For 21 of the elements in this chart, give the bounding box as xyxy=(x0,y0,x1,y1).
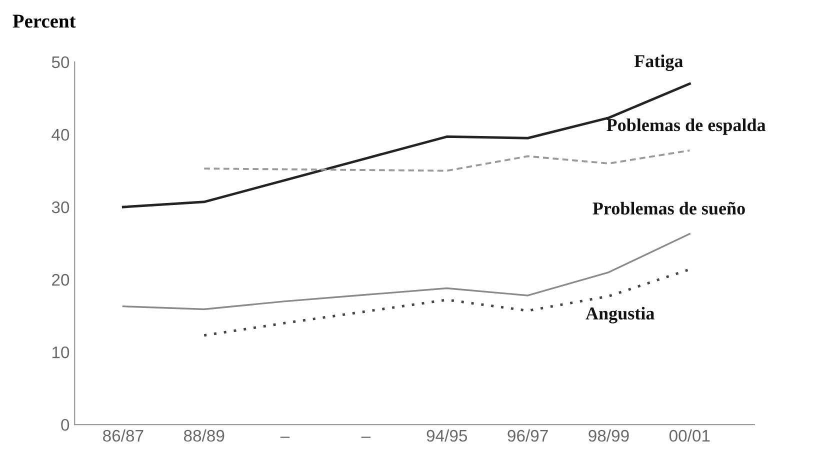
y-tick-label: 50 xyxy=(52,56,70,68)
y-tick-label: 0 xyxy=(61,418,70,431)
line-series xyxy=(202,268,691,337)
series-label: Poblemas de espalda xyxy=(606,118,766,135)
y-tick-label: 30 xyxy=(52,201,70,214)
x-tick-label: 96/97 xyxy=(508,429,548,442)
x-tick-label: – xyxy=(361,436,371,438)
y-tick-label: 10 xyxy=(52,346,70,358)
y-tick-label: 20 xyxy=(52,274,70,286)
y-axis-title: Percent xyxy=(12,14,76,28)
x-tick-label: 88/89 xyxy=(184,429,224,442)
series-label: Fatiga xyxy=(634,54,683,72)
x-tick-label: 00/01 xyxy=(669,429,710,442)
x-tick-label: 98/99 xyxy=(588,429,629,442)
series-label: Problemas de sueño xyxy=(592,202,745,215)
series-label: Angustia xyxy=(586,306,654,324)
x-tick-label: – xyxy=(280,436,290,438)
line-series xyxy=(203,149,691,172)
y-tick-label: 40 xyxy=(52,128,70,141)
x-tick-label: 94/95 xyxy=(426,429,468,442)
x-tick-label: 86/87 xyxy=(103,429,144,442)
